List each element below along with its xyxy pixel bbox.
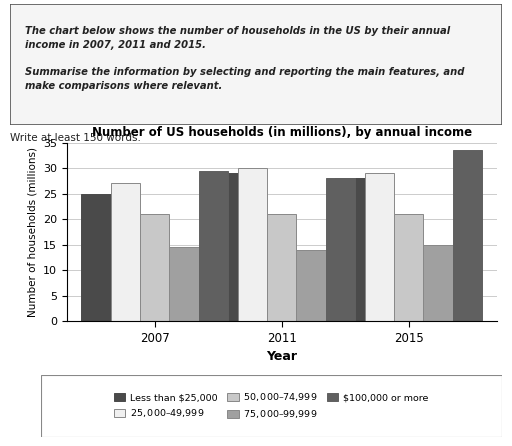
Text: Summarise the information by selecting and reporting the main features, and
make: Summarise the information by selecting a…	[25, 67, 464, 91]
Bar	[111, 183, 140, 321]
Bar	[394, 214, 423, 321]
FancyBboxPatch shape	[10, 4, 502, 125]
X-axis label: Year: Year	[266, 350, 297, 363]
Y-axis label: Number of households (millions): Number of households (millions)	[27, 147, 37, 317]
Legend: Less than $25,000, $25,000–$49,999, $50,000–$74,999, $75,000–$99,999, $100,000 o: Less than $25,000, $25,000–$49,999, $50,…	[111, 388, 432, 424]
Bar	[453, 150, 482, 321]
Bar	[365, 173, 394, 321]
Bar	[81, 194, 111, 321]
Bar	[335, 178, 365, 321]
Bar	[169, 247, 199, 321]
Bar	[140, 214, 169, 321]
Text: Write at least 150 words.: Write at least 150 words.	[10, 133, 141, 143]
Bar	[267, 214, 296, 321]
FancyBboxPatch shape	[41, 375, 502, 437]
Bar	[296, 250, 326, 321]
Bar	[423, 245, 453, 321]
Bar	[238, 168, 267, 321]
Text: The chart below shows the number of households in the US by their annual
income : The chart below shows the number of hous…	[25, 26, 450, 50]
Bar	[326, 178, 355, 321]
Bar	[208, 173, 238, 321]
Title: Number of US households (in millions), by annual income: Number of US households (in millions), b…	[92, 126, 472, 139]
Bar	[199, 171, 228, 321]
